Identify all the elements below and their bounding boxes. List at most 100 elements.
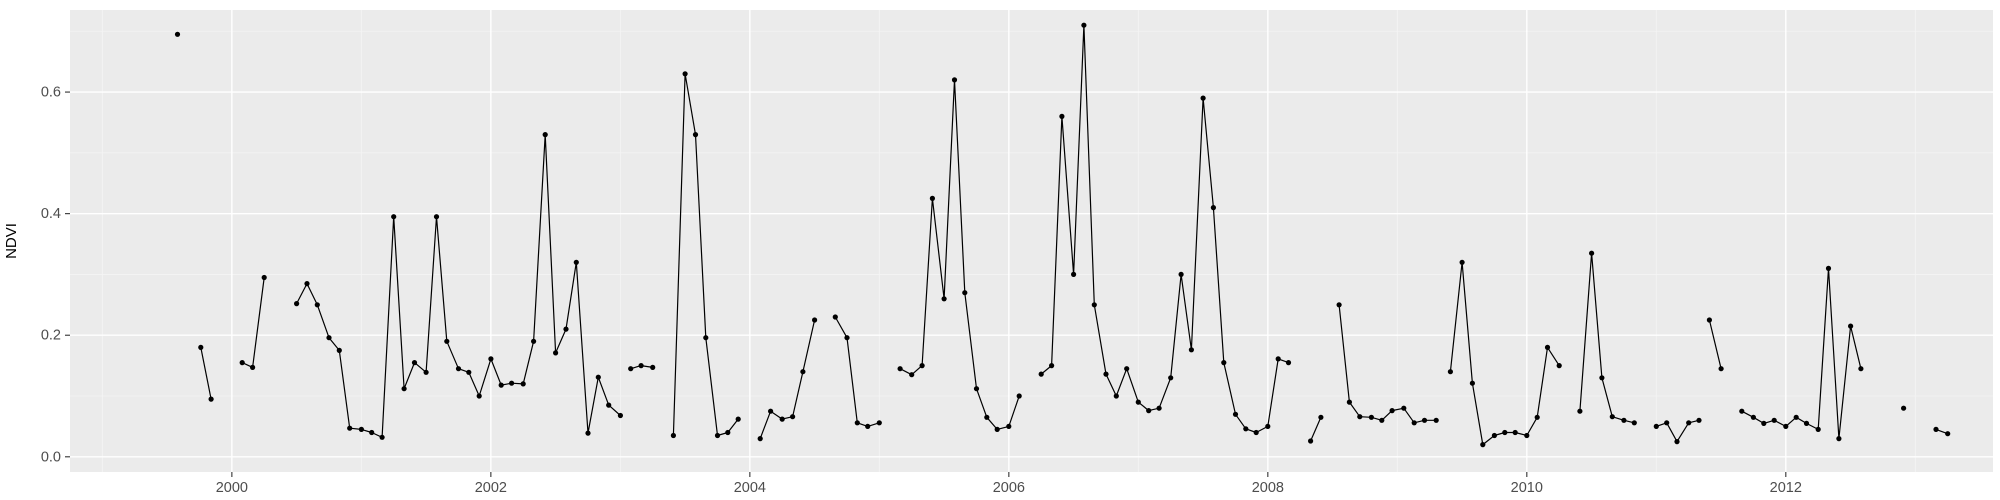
data-point bbox=[1706, 317, 1712, 323]
data-point bbox=[1524, 432, 1530, 439]
data-point bbox=[455, 366, 462, 372]
data-point bbox=[1761, 420, 1767, 426]
data-point bbox=[250, 364, 256, 370]
data-point bbox=[1336, 302, 1342, 308]
data-point bbox=[1696, 417, 1702, 423]
data-point bbox=[919, 363, 925, 369]
data-point bbox=[865, 423, 871, 429]
data-point bbox=[1631, 420, 1637, 426]
data-point bbox=[1739, 408, 1745, 414]
data-point bbox=[423, 369, 429, 375]
data-point bbox=[1848, 323, 1854, 329]
data-point bbox=[1686, 420, 1692, 426]
series-line-segment bbox=[1708, 319, 1722, 370]
data-point bbox=[553, 350, 559, 356]
data-point bbox=[779, 416, 785, 422]
data-point bbox=[239, 360, 245, 366]
data-point bbox=[1368, 414, 1374, 420]
data-point bbox=[1793, 414, 1799, 420]
data-point bbox=[1556, 363, 1562, 369]
data-point bbox=[1146, 408, 1152, 414]
data-point bbox=[1421, 417, 1428, 423]
data-point bbox=[897, 366, 903, 372]
data-point bbox=[198, 344, 204, 350]
data-point bbox=[1006, 423, 1012, 429]
y-axis-title: NDVI bbox=[3, 223, 20, 259]
x-tick-label: 2004 bbox=[734, 480, 766, 496]
data-point bbox=[208, 396, 214, 402]
data-point bbox=[1599, 375, 1605, 381]
data-point bbox=[1113, 393, 1119, 399]
data-point bbox=[1275, 356, 1281, 362]
data-point bbox=[790, 414, 796, 420]
data-point bbox=[595, 374, 601, 380]
data-point bbox=[1285, 360, 1292, 366]
data-point bbox=[703, 335, 709, 341]
data-point bbox=[585, 430, 591, 436]
data-point bbox=[1243, 426, 1249, 432]
data-point bbox=[466, 369, 472, 375]
data-point bbox=[1178, 271, 1184, 277]
series-line-segment bbox=[1310, 416, 1322, 442]
data-point bbox=[261, 274, 267, 281]
data-point bbox=[994, 426, 1000, 432]
data-point bbox=[1933, 426, 1939, 432]
data-point bbox=[951, 77, 958, 83]
data-point bbox=[1016, 393, 1022, 399]
data-point bbox=[1059, 113, 1065, 119]
data-point bbox=[1609, 414, 1615, 420]
data-point bbox=[929, 195, 936, 201]
data-point bbox=[1253, 429, 1259, 436]
data-point bbox=[573, 259, 579, 265]
data-point bbox=[1577, 408, 1583, 414]
data-point bbox=[1459, 259, 1465, 265]
data-point bbox=[498, 382, 504, 388]
data-point bbox=[682, 71, 688, 77]
data-point bbox=[1265, 423, 1271, 429]
data-point bbox=[1718, 366, 1724, 372]
data-point bbox=[379, 434, 385, 440]
data-point bbox=[1491, 432, 1497, 439]
data-point bbox=[876, 420, 882, 426]
data-point bbox=[1803, 420, 1810, 426]
data-point bbox=[984, 414, 990, 420]
data-point bbox=[1901, 405, 1907, 411]
data-point bbox=[1200, 95, 1206, 101]
data-point bbox=[304, 281, 310, 287]
data-point bbox=[1815, 426, 1821, 432]
data-point bbox=[1103, 371, 1109, 377]
data-point bbox=[1653, 423, 1659, 429]
data-point bbox=[294, 301, 300, 307]
data-point bbox=[1379, 417, 1385, 423]
data-point bbox=[391, 214, 397, 220]
series-line-segment bbox=[1338, 304, 1437, 424]
data-point bbox=[638, 363, 644, 369]
data-point bbox=[1221, 360, 1227, 366]
data-point bbox=[1308, 438, 1314, 444]
data-point bbox=[1783, 423, 1789, 429]
data-point bbox=[1156, 405, 1162, 411]
data-point bbox=[476, 393, 482, 399]
data-point bbox=[941, 296, 947, 302]
chart-generated-layer: 2000 2002 2004 2006 2008 2010 2012 0.0 0.2 0.4 0.6 bbox=[41, 10, 1993, 496]
data-point bbox=[1469, 380, 1475, 386]
data-point bbox=[411, 360, 418, 366]
data-point bbox=[1124, 366, 1130, 372]
y-tick-label: 0.4 bbox=[41, 206, 61, 222]
x-tick-label: 2006 bbox=[993, 480, 1025, 496]
data-point bbox=[854, 420, 860, 426]
data-point bbox=[1357, 414, 1363, 420]
data-point bbox=[725, 429, 731, 436]
data-point bbox=[1433, 417, 1439, 423]
data-point bbox=[1858, 366, 1864, 372]
data-point bbox=[509, 380, 515, 386]
data-point bbox=[670, 432, 677, 439]
data-point bbox=[531, 338, 537, 344]
data-point bbox=[962, 290, 968, 296]
data-point bbox=[401, 386, 407, 392]
y-tick-label: 0.6 bbox=[41, 85, 61, 101]
data-point bbox=[1346, 399, 1352, 405]
data-point bbox=[1512, 429, 1518, 436]
data-point bbox=[1544, 344, 1551, 350]
